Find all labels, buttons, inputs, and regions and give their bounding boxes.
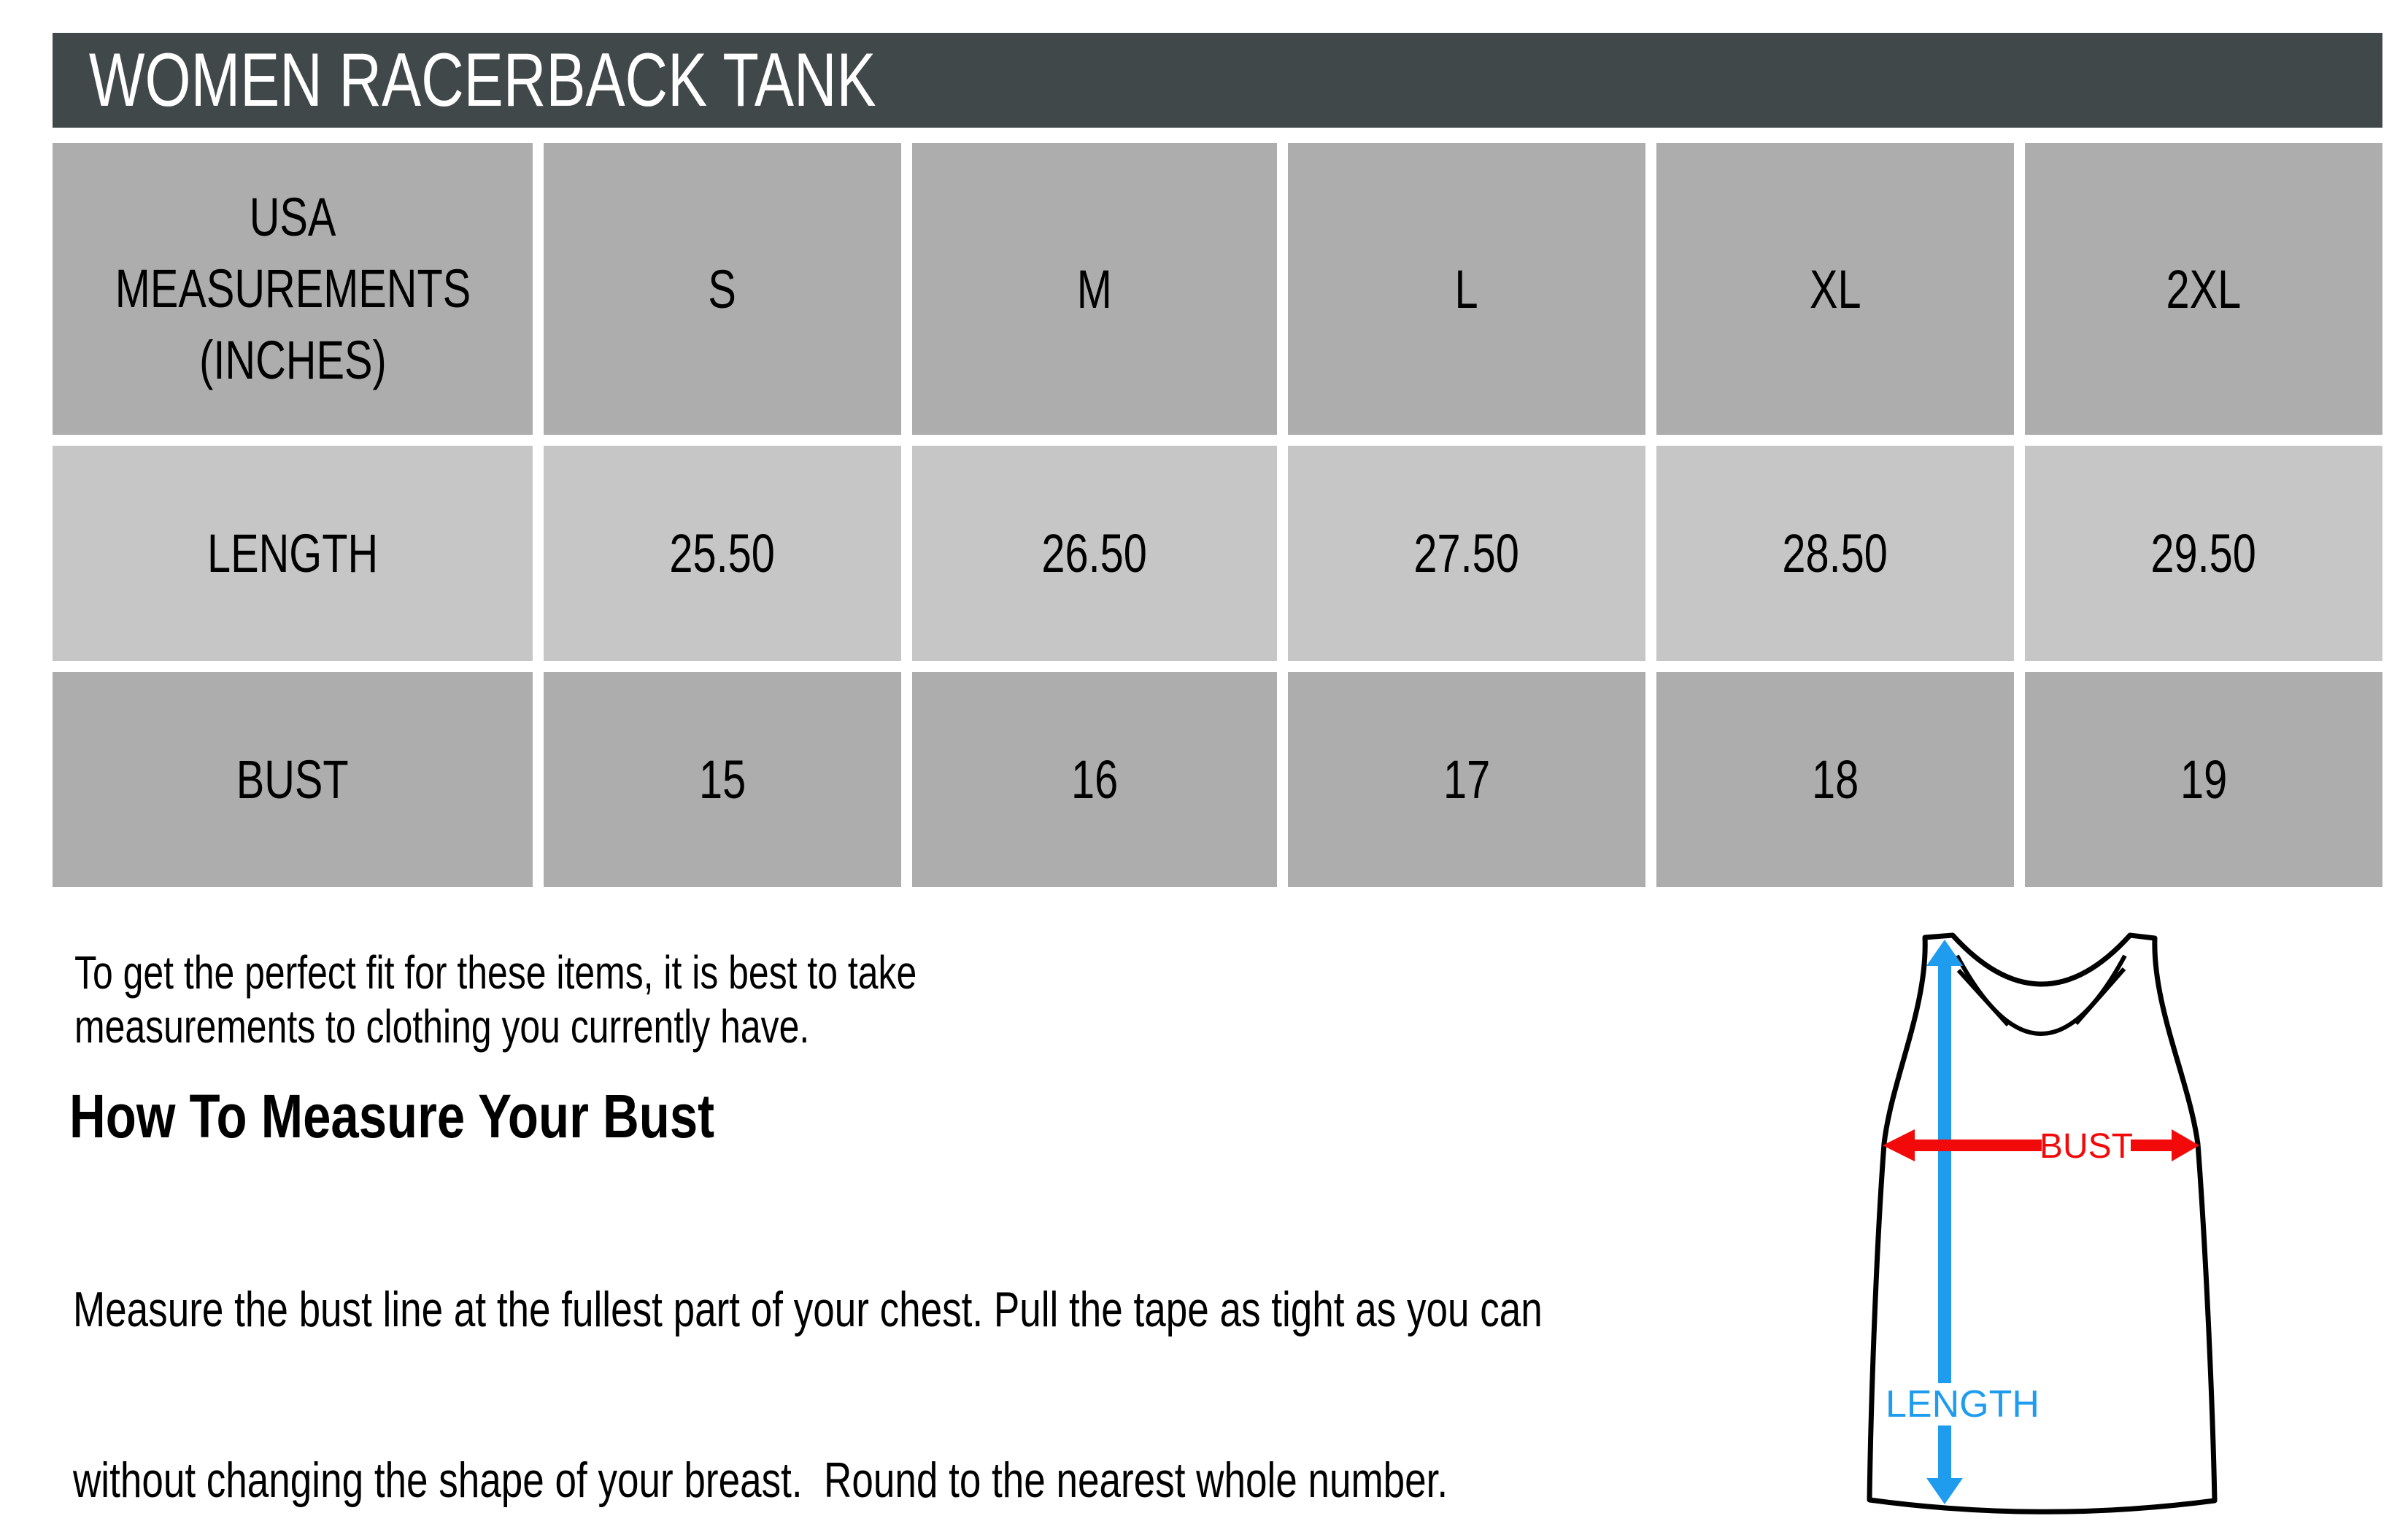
tank-diagram: LENGTH BUST bbox=[1867, 932, 2218, 1514]
size-header-l-label: L bbox=[1454, 258, 1479, 320]
bust-xl: 18 bbox=[1811, 749, 1859, 810]
racerback-left-strap-line bbox=[1956, 968, 2010, 1027]
length-arrow: LENGTH bbox=[1881, 940, 2040, 1504]
bust-value-s: 15 bbox=[544, 672, 901, 887]
size-header-m: M bbox=[912, 143, 1277, 435]
length-label: LENGTH bbox=[207, 523, 379, 584]
bust-l: 17 bbox=[1443, 749, 1491, 810]
howto-heading: How To Measure Your Bust bbox=[69, 1082, 715, 1150]
bust-m: 16 bbox=[1070, 749, 1119, 810]
bust-label: BUST bbox=[236, 749, 349, 810]
howto-body-line-2: without changing the shape of your breas… bbox=[73, 1452, 1448, 1508]
bust-value-xl: 18 bbox=[1656, 672, 2014, 887]
howto-body: Measure the bust line at the fullest par… bbox=[73, 1167, 1957, 1532]
table-corner-header: USA MEASUREMENTS (INCHES) bbox=[53, 143, 533, 435]
bust-value-2xl: 19 bbox=[2025, 672, 2382, 887]
size-header-s: S bbox=[544, 143, 901, 435]
bust-arrow: BUST bbox=[1883, 1127, 2199, 1166]
corner-line-3: (INCHES) bbox=[198, 330, 387, 390]
howto-body-line-1: Measure the bust line at the fullest par… bbox=[73, 1282, 1543, 1337]
bust-arrow-label: BUST bbox=[2040, 1127, 2133, 1166]
bust-2xl: 19 bbox=[2180, 749, 2228, 810]
length-value-m: 26.50 bbox=[912, 446, 1277, 661]
length-value-s: 25.50 bbox=[544, 446, 901, 661]
length-value-l: 27.50 bbox=[1288, 446, 1645, 661]
length-arrow-label: LENGTH bbox=[1886, 1383, 2040, 1425]
corner-line-1: USA bbox=[249, 187, 336, 247]
length-m: 26.50 bbox=[1041, 523, 1148, 584]
size-header-xl-label: XL bbox=[1809, 258, 1861, 320]
size-header-2xl-label: 2XL bbox=[2166, 258, 2242, 320]
length-label-backing bbox=[1881, 1383, 2040, 1425]
size-header-xl: XL bbox=[1656, 143, 2014, 435]
title-bar: WOMEN RACERBACK TANK bbox=[53, 33, 2382, 128]
size-header-m-label: M bbox=[1076, 258, 1113, 320]
bust-row-label: BUST bbox=[53, 672, 533, 887]
tank-outline bbox=[1867, 932, 2218, 1514]
size-header-l: L bbox=[1288, 143, 1645, 435]
fit-note-line-2: measurements to clothing you currently h… bbox=[74, 1000, 810, 1053]
length-s: 25.50 bbox=[669, 523, 776, 584]
length-l: 27.50 bbox=[1413, 523, 1520, 584]
bust-value-l: 17 bbox=[1288, 672, 1645, 887]
fit-note: To get the perfect fit for these items, … bbox=[74, 945, 1154, 1053]
size-table: USA MEASUREMENTS (INCHES) S M L XL 2XL L… bbox=[53, 143, 2382, 887]
length-2xl: 29.50 bbox=[2150, 523, 2257, 584]
length-value-2xl: 29.50 bbox=[2025, 446, 2382, 661]
fit-note-line-1: To get the perfect fit for these items, … bbox=[74, 946, 917, 999]
corner-line-2: MEASUREMENTS bbox=[115, 258, 471, 319]
size-header-s-label: S bbox=[708, 258, 737, 320]
racerback-right-strap-line bbox=[2074, 967, 2126, 1025]
howto-heading-wrap: How To Measure Your Bust bbox=[69, 1081, 856, 1152]
size-header-2xl: 2XL bbox=[2025, 143, 2382, 435]
length-xl: 28.50 bbox=[1782, 523, 1888, 584]
length-value-xl: 28.50 bbox=[1656, 446, 2014, 661]
page-title: WOMEN RACERBACK TANK bbox=[88, 37, 876, 123]
bust-value-m: 16 bbox=[912, 672, 1277, 887]
bust-s: 15 bbox=[698, 749, 746, 810]
length-row-label: LENGTH bbox=[53, 446, 533, 661]
